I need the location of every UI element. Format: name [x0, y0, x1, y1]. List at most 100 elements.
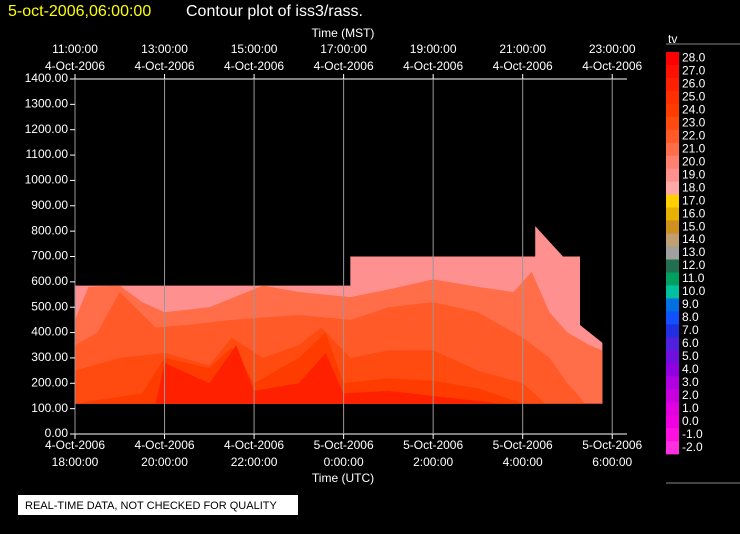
colorbar-swatch — [666, 77, 679, 92]
colorbar-swatch — [666, 194, 679, 208]
colorbar-swatch — [666, 246, 679, 260]
colorbar-label: -2.0 — [682, 440, 703, 454]
colorbar-label: 13.0 — [682, 245, 706, 259]
colorbar-swatch — [666, 402, 679, 416]
y-tick-label: 200.00 — [31, 375, 68, 389]
x-top-tick-label: 19:00:00 — [410, 42, 457, 56]
colorbar-label: 15.0 — [682, 219, 706, 233]
chart-subtitle: Contour plot of iss3/rass. — [186, 3, 363, 20]
colorbar-label: 19.0 — [682, 167, 706, 181]
colorbar-label: 18.0 — [682, 180, 706, 194]
colorbar-label: 8.0 — [682, 310, 699, 324]
x-top-tick-label: 21:00:00 — [499, 42, 546, 56]
x-top-tick-label: 4-Oct-2006 — [314, 59, 374, 73]
colorbar-swatch — [666, 350, 679, 364]
y-tick-label: 400.00 — [31, 325, 68, 339]
colorbar-swatch — [666, 181, 679, 195]
x-top-tick-label: 23:00:00 — [589, 42, 636, 56]
x-top-tick-label: 4-Oct-2006 — [135, 59, 195, 73]
colorbar-label: 2.0 — [682, 388, 699, 402]
y-tick-label: 800.00 — [31, 223, 68, 237]
x-top-tick-label: 4-Oct-2006 — [582, 59, 642, 73]
x-tick-label: 4-Oct-2006 — [45, 438, 105, 452]
colorbar-label: 14.0 — [682, 232, 706, 246]
footer-box — [18, 495, 298, 515]
colorbar-swatch — [666, 376, 679, 390]
x-axis-label: Time (UTC) — [312, 471, 374, 485]
colorbar-swatch — [666, 129, 679, 144]
x-tick-label: 18:00:00 — [52, 455, 99, 469]
y-tick-label: 1300.00 — [25, 97, 69, 111]
colorbar-swatch — [666, 233, 679, 247]
y-tick-label: 1000.00 — [25, 173, 69, 187]
colorbar-swatch — [666, 168, 679, 182]
colorbar-label: 24.0 — [682, 103, 706, 117]
footer-note: REAL-TIME DATA, NOT CHECKED FOR QUALITY — [25, 500, 277, 512]
chart-title: 5-oct-2006,06:00:00 — [8, 3, 151, 20]
x-top-tick-label: 15:00:00 — [231, 42, 278, 56]
colorbar-swatch — [666, 220, 679, 234]
colorbar-label: 25.0 — [682, 90, 706, 104]
y-tick-label: 300.00 — [31, 350, 68, 364]
colorbar-swatch — [666, 415, 679, 429]
colorbar-swatch — [666, 324, 679, 338]
colorbar-label: 3.0 — [682, 375, 699, 389]
x-tick-label: 5-Oct-2006 — [314, 438, 374, 452]
x-top-tick-label: 4-Oct-2006 — [403, 59, 463, 73]
colorbar-label: 22.0 — [682, 128, 706, 142]
colorbar-label: 7.0 — [682, 323, 699, 337]
colorbar-label: 26.0 — [682, 77, 706, 91]
y-tick-label: 700.00 — [31, 249, 68, 263]
colorbar-swatch — [666, 52, 679, 66]
x-tick-label: 22:00:00 — [231, 455, 278, 469]
colorbar-label: 0.0 — [682, 414, 699, 428]
x-tick-label: 5-Oct-2006 — [493, 438, 553, 452]
x-top-tick-label: 11:00:00 — [52, 42, 98, 56]
colorbar-swatch — [666, 116, 679, 131]
colorbar-swatch — [666, 90, 679, 105]
colorbar-label: 12.0 — [682, 258, 706, 272]
colorbar-label: 16.0 — [682, 206, 706, 220]
colorbar-label: 21.0 — [682, 141, 706, 155]
x-tick-label: 4:00:00 — [503, 455, 543, 469]
colorbar-label: 9.0 — [682, 297, 699, 311]
contour-region — [155, 345, 501, 404]
y-tick-label: 500.00 — [31, 299, 68, 313]
colorbar-swatch — [666, 337, 679, 351]
colorbar-label: 1.0 — [682, 401, 699, 415]
colorbar-swatch — [666, 389, 679, 403]
x-top-tick-label: 4-Oct-2006 — [493, 59, 553, 73]
colorbar-swatch — [666, 363, 679, 377]
x-tick-label: 5-Oct-2006 — [403, 438, 463, 452]
x-top-tick-label: 13:00:00 — [141, 42, 188, 56]
colorbar-swatch — [666, 441, 679, 455]
colorbar-label: 5.0 — [682, 349, 699, 363]
y-tick-label: 900.00 — [31, 198, 68, 212]
x-tick-label: 5-Oct-2006 — [582, 438, 642, 452]
x-tick-label: 0:00:00 — [324, 455, 364, 469]
y-tick-label: 1200.00 — [25, 122, 69, 136]
y-tick-label: 600.00 — [31, 274, 68, 288]
colorbar-swatch — [666, 259, 679, 273]
colorbar-label: 17.0 — [682, 193, 706, 207]
colorbar-label: 4.0 — [682, 362, 699, 376]
colorbar-label: 6.0 — [682, 336, 699, 350]
colorbar-swatch — [666, 207, 679, 221]
colorbar-swatch — [666, 272, 679, 286]
colorbar-swatch — [666, 285, 679, 299]
colorbar-swatch — [666, 311, 679, 325]
colorbar-swatch — [666, 428, 679, 442]
x-tick-label: 2:00:00 — [413, 455, 453, 469]
x-tick-label: 4-Oct-2006 — [224, 438, 284, 452]
x-tick-label: 6:00:00 — [592, 455, 632, 469]
y-tick-label: 1100.00 — [26, 147, 69, 161]
x-top-tick-label: 17:00:00 — [320, 42, 367, 56]
colorbar-label: 10.0 — [682, 284, 706, 298]
x-top-tick-label: 4-Oct-2006 — [45, 59, 105, 73]
x-tick-label: 4-Oct-2006 — [135, 438, 195, 452]
colorbar-label: 20.0 — [682, 154, 706, 168]
colorbar-label: 27.0 — [682, 64, 706, 78]
colorbar-label: -1.0 — [682, 427, 703, 441]
x-top-tick-label: 4-Oct-2006 — [224, 59, 284, 73]
